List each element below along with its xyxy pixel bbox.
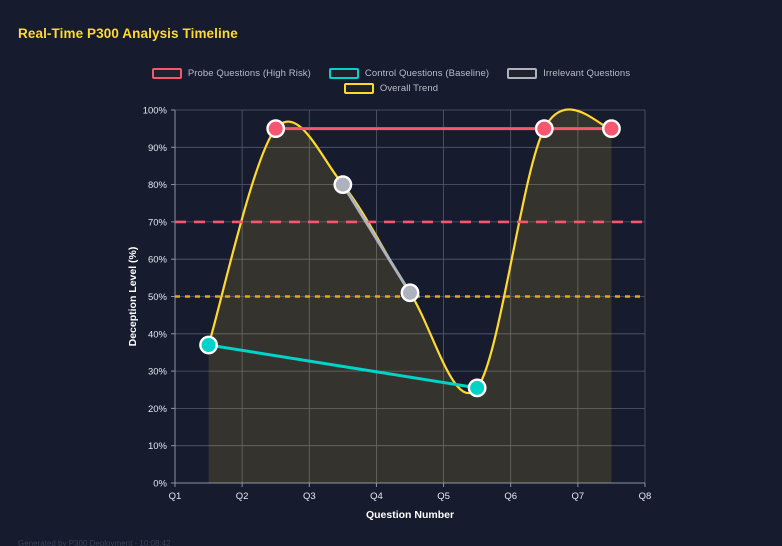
x-tick-label: Q1 (169, 491, 182, 502)
y-tick-label: 70% (148, 217, 168, 228)
footer-note: Generated by P300 Deployment - 10:08:42 (18, 539, 171, 546)
y-tick-label: 40% (148, 329, 168, 340)
data-point-probe-questions-high-risk[interactable] (266, 119, 286, 139)
page-title: Real-Time P300 Analysis Timeline (18, 26, 238, 41)
data-point-control-questions-baseline[interactable] (467, 378, 487, 398)
x-tick-label: Q7 (572, 491, 585, 502)
x-axis-title: Question Number (366, 509, 454, 521)
data-point-irrelevant-questions[interactable] (400, 283, 420, 303)
series-line-control-questions-baseline (207, 343, 479, 390)
data-point-probe-questions-high-risk[interactable] (534, 119, 554, 139)
y-tick-label: 0% (153, 479, 167, 490)
x-tick-label: Q3 (303, 491, 316, 502)
x-tick-label: Q8 (639, 491, 652, 502)
y-tick-label: 90% (148, 143, 168, 154)
y-tick-label: 80% (148, 180, 168, 191)
y-tick-label: 50% (148, 292, 168, 303)
y-axis-title: Deception Level (%) (127, 247, 139, 347)
x-tick-label: Q4 (370, 491, 383, 502)
y-tick-label: 10% (148, 441, 168, 452)
x-tick-label: Q6 (504, 491, 517, 502)
data-point-irrelevant-questions[interactable] (333, 175, 353, 195)
data-point-probe-questions-high-risk[interactable] (602, 119, 621, 139)
y-tick-label: 60% (148, 255, 168, 266)
x-tick-label: Q2 (236, 491, 249, 502)
y-tick-label: 30% (148, 367, 168, 378)
y-tick-label: 100% (143, 106, 168, 117)
data-point-control-questions-baseline[interactable] (199, 335, 218, 355)
x-tick-label: Q5 (437, 491, 450, 502)
series-line-irrelevant-questions (341, 183, 412, 295)
y-tick-label: 20% (148, 404, 168, 415)
